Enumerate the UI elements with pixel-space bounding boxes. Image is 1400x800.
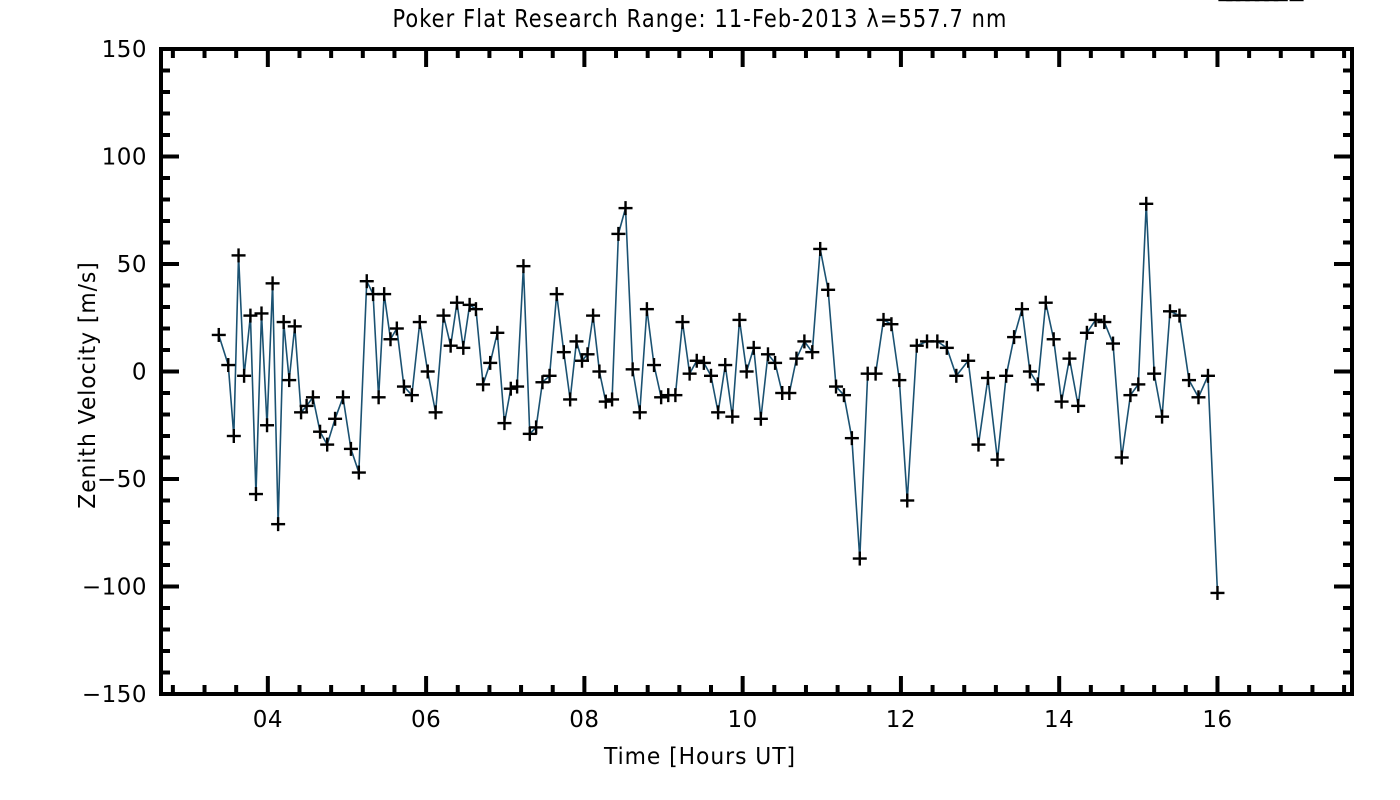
x-tick-label: 14 [1044,707,1074,733]
y-tick-label: 0 [132,360,147,386]
y-tick-label: 50 [117,252,147,278]
data-markers [211,0,1304,600]
x-tick-label: 06 [411,707,441,733]
plot-frame [159,47,1354,696]
data-line [218,203,1219,593]
y-tick-label: −50 [97,467,147,493]
x-tick-label: 04 [253,707,283,733]
chart-title: Poker Flat Research Range: 11-Feb-2013 λ… [392,4,1008,33]
x-tick-label: 08 [569,707,599,733]
y-tick-label: 150 [102,37,147,63]
y-tick-label: 100 [102,145,147,171]
x-tick-label: 10 [728,707,758,733]
x-tick-label: 16 [1202,707,1232,733]
y-tick-labels: 150 100 50 0 −50 −100 −150 [82,37,147,708]
x-tick-label: 12 [886,707,916,733]
x-axis-label: Time [Hours UT] [603,744,797,770]
y-tick-label: −150 [82,682,147,708]
x-tick-labels: 04 06 08 10 12 14 16 [253,707,1232,733]
y-tick-label: −100 [82,575,147,601]
